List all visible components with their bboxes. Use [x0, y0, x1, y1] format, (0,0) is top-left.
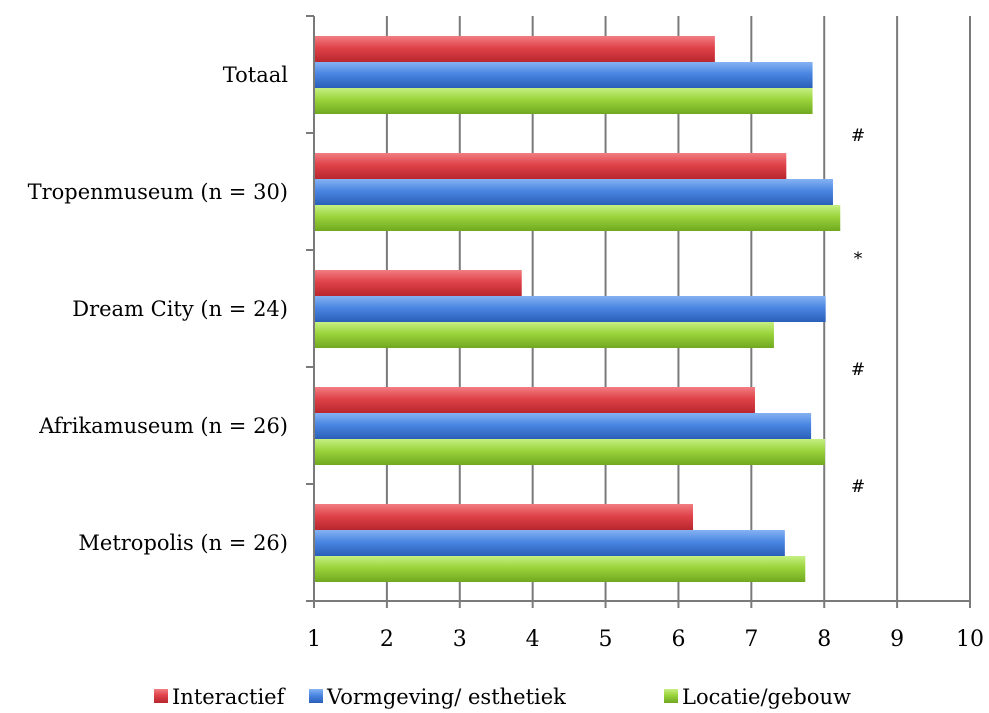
bar-locatie-gebouw	[315, 88, 813, 114]
legend: Interactief Vormgeving/ esthetiek Locatie/…	[154, 685, 851, 709]
bar-interactief	[315, 387, 755, 413]
category-label: Afrikamuseum (n = 26)	[38, 414, 288, 438]
legend-label: Vormgeving/ esthetiek	[326, 685, 566, 709]
bar-vormgeving-esthetiek	[315, 530, 785, 556]
bar-locatie-gebouw	[315, 322, 774, 348]
annotations: # # * #	[851, 126, 865, 497]
x-tick-label: 8	[817, 627, 831, 652]
x-tick-label: 3	[453, 627, 467, 652]
x-tick-label: 5	[599, 627, 613, 652]
bars	[315, 36, 841, 582]
bar-interactief	[315, 504, 694, 530]
x-tick-label: 2	[380, 627, 394, 652]
annotation-mark: #	[851, 477, 865, 497]
legend-swatch	[154, 689, 168, 703]
annotation-mark: #	[851, 360, 865, 380]
bar-locatie-gebouw	[315, 556, 806, 582]
x-tick-label: 10	[956, 627, 984, 652]
tick-labels: 1 2 3 4 5 6 7 8 9 10	[307, 627, 984, 652]
legend-swatch	[664, 689, 678, 703]
bar-locatie-gebouw	[315, 205, 841, 231]
x-tick-label: 6	[671, 627, 685, 652]
bar-interactief	[315, 36, 715, 62]
bar-vormgeving-esthetiek	[315, 413, 812, 439]
legend-swatch	[309, 689, 323, 703]
bar-vormgeving-esthetiek	[315, 296, 826, 322]
category-labels: Metropolis (n = 26) Afrikamuseum (n = 26)…	[28, 63, 289, 555]
x-tick-label: 9	[890, 627, 904, 652]
x-tick-label: 7	[744, 627, 758, 652]
bar-interactief	[315, 270, 522, 296]
legend-label: Interactief	[172, 685, 287, 709]
bar-locatie-gebouw	[315, 439, 825, 465]
category-label: Metropolis (n = 26)	[78, 531, 288, 555]
annotation-mark: #	[851, 126, 865, 146]
bar-vormgeving-esthetiek	[315, 179, 833, 205]
category-label: Dream City (n = 24)	[72, 297, 288, 321]
bar-interactief	[315, 153, 787, 179]
x-tick-label: 1	[307, 627, 321, 652]
category-label: Totaal	[223, 63, 288, 87]
bar-vormgeving-esthetiek	[315, 62, 813, 88]
legend-label: Locatie/gebouw	[682, 685, 851, 709]
x-tick-label: 4	[526, 627, 540, 652]
axes	[306, 15, 971, 608]
annotation-mark: *	[854, 249, 863, 269]
category-label: Tropenmuseum (n = 30)	[28, 180, 288, 204]
